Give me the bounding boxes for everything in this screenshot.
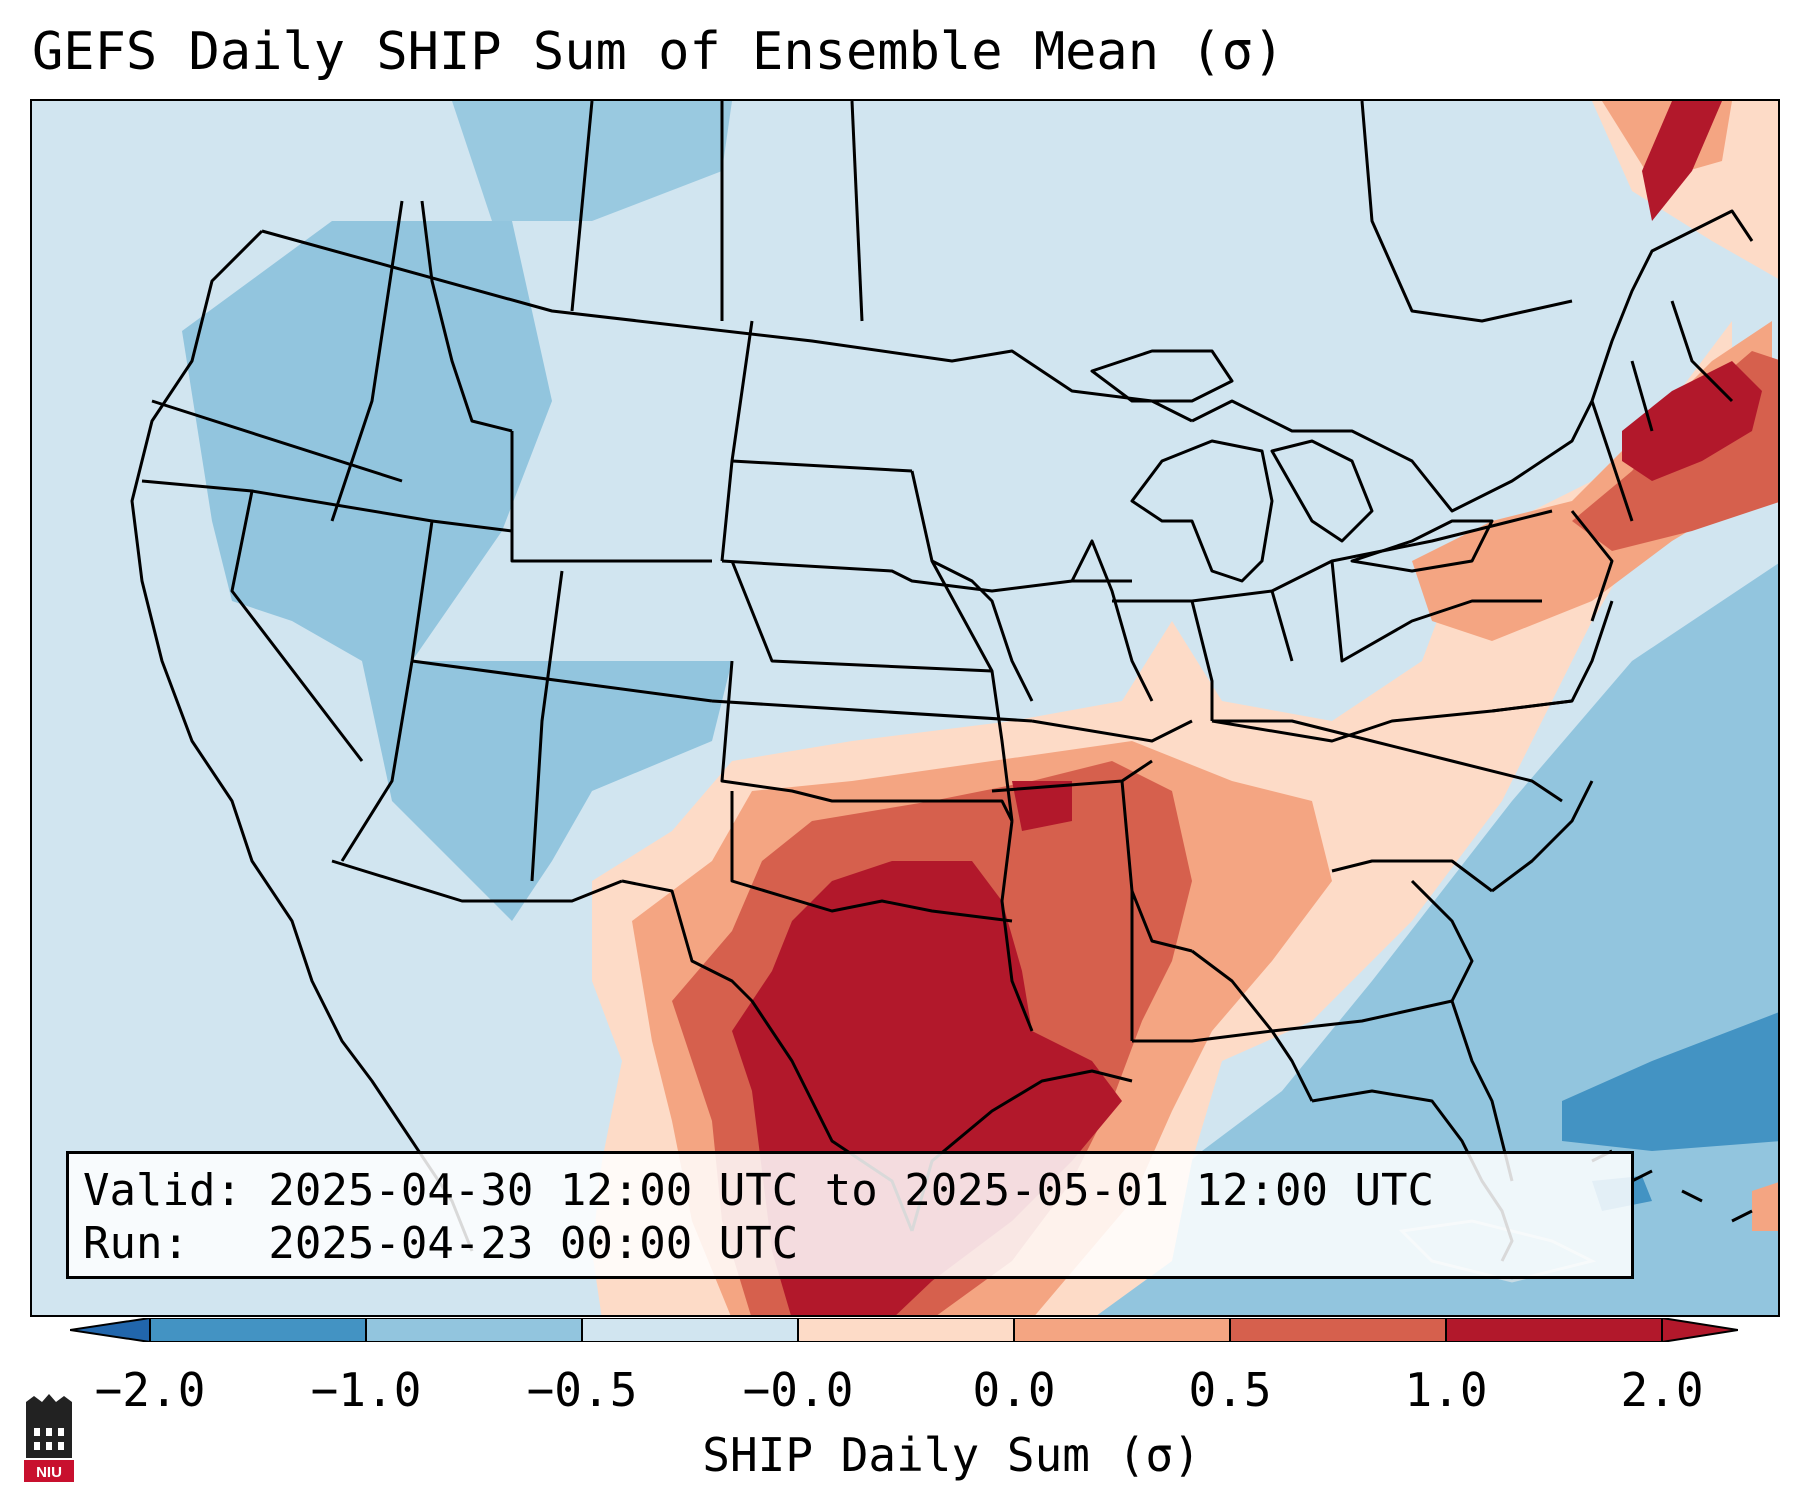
colorbar-ticks [149, 1318, 1663, 1342]
colorbar-extend-low [70, 1318, 150, 1342]
map-title: GEFS Daily SHIP Sum of Ensemble Mean (σ) [32, 22, 1285, 82]
colorbar-bin [150, 1318, 366, 1342]
colorbar-tick-label: 2.0 [1620, 1363, 1704, 1417]
colorbar-bin [582, 1318, 798, 1342]
colorbar-bin [1230, 1318, 1446, 1342]
logo-text: NIU [36, 1464, 62, 1481]
colorbar-bin [1014, 1318, 1230, 1342]
colorbar-tick-label: −0.0 [742, 1363, 854, 1417]
ship-field-map [32, 101, 1778, 1315]
colorbar [69, 1317, 1739, 1343]
colorbar-bin [1446, 1318, 1662, 1342]
colorbar-tick-label: −1.0 [310, 1363, 422, 1417]
run-time-text: Run: 2025-04-23 00:00 UTC [83, 1218, 799, 1269]
valid-time-text: Valid: 2025-04-30 12:00 UTC to 2025-05-0… [83, 1165, 1435, 1216]
colorbar-tick-label: 0.5 [1188, 1363, 1272, 1417]
state-boundaries [130, 101, 1754, 1262]
colorbar-title: SHIP Daily Sum (σ) [702, 1428, 1201, 1482]
colorbar-bin [798, 1318, 1014, 1342]
validity-info-box: Valid: 2025-04-30 12:00 UTC to 2025-05-0… [66, 1151, 1634, 1279]
colorbar-tick-label: −0.5 [526, 1363, 638, 1417]
map-panel [30, 99, 1780, 1317]
colorbar-graphic [69, 1317, 1739, 1343]
niu-logo-icon: NIU [20, 1392, 78, 1488]
colorbar-tick-label: 0.0 [972, 1363, 1056, 1417]
colorbar-tick-label: −2.0 [94, 1363, 206, 1417]
colorbar-bin [366, 1318, 582, 1342]
colorbar-tick-label: 1.0 [1404, 1363, 1488, 1417]
colorbar-extend-high [1662, 1318, 1738, 1342]
